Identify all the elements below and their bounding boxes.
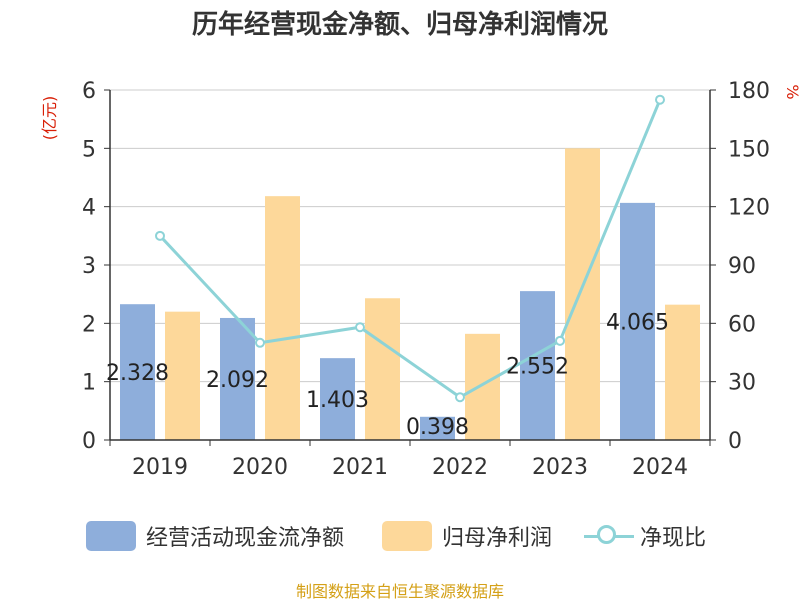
x-tick-label: 2019 — [132, 455, 188, 480]
legend-label-cash-flow: 经营活动现金流净额 — [146, 526, 345, 551]
legend-item-cash-flow[interactable]: 经营活动现金流净额 — [86, 514, 344, 558]
y-left-tick-label: 2 — [82, 312, 96, 337]
data-label-cash-flow: 0.398 — [406, 415, 469, 440]
y-left-axis-unit: (亿元) — [40, 96, 59, 141]
bar-cash-flow — [520, 291, 555, 440]
x-tick-label: 2021 — [332, 455, 388, 480]
legend-item-ratio[interactable]: 净现比 — [584, 514, 706, 558]
source-note: 制图数据来自恒生聚源数据库 — [295, 582, 504, 601]
data-label-cash-flow: 2.092 — [206, 368, 269, 393]
legend-swatch-cash-flow — [86, 521, 136, 551]
bar-net-profit — [365, 298, 400, 440]
chart-title: 历年经营现金净额、归母净利润情况 — [191, 10, 608, 40]
legend-item-net-profit[interactable]: 归母净利润 — [382, 514, 552, 558]
bar-cash-flow — [220, 317, 255, 440]
bar-net-profit — [465, 333, 500, 440]
y-right-tick-label: 60 — [728, 312, 756, 337]
bar-cash-flow — [320, 358, 355, 440]
y-left-tick-label: 4 — [82, 196, 96, 221]
y-right-tick-label: 150 — [728, 137, 770, 162]
y-left-tick-label: 1 — [82, 371, 96, 396]
bar-cash-flow — [120, 304, 155, 440]
x-tick-label: 2023 — [532, 455, 588, 480]
legend-label-net-profit: 归母净利润 — [442, 526, 553, 551]
legend: 经营活动现金流净额 归母净利润 净现比 — [0, 514, 800, 558]
y-right-tick-label: 90 — [728, 254, 756, 279]
y-right-tick-label: 30 — [728, 371, 756, 396]
x-tick-label: 2024 — [632, 455, 688, 480]
y-left-tick-label: 6 — [82, 79, 96, 104]
legend-label-ratio: 净现比 — [640, 526, 707, 551]
data-label-cash-flow: 1.403 — [306, 388, 369, 413]
data-label-cash-flow: 4.065 — [606, 310, 669, 335]
x-tick-label: 2020 — [232, 455, 288, 480]
point-ratio — [655, 94, 665, 105]
bar-net-profit — [265, 196, 300, 440]
legend-swatch-ratio — [584, 521, 634, 551]
point-ratio — [455, 392, 465, 403]
y-right-tick-label: 0 — [728, 429, 742, 454]
point-ratio — [355, 322, 365, 333]
bar-cash-flow — [420, 416, 455, 440]
data-label-cash-flow: 2.552 — [506, 355, 569, 380]
bar-net-profit — [665, 304, 700, 440]
x-tick-label: 2022 — [432, 455, 488, 480]
y-right-tick-label: 180 — [728, 79, 770, 104]
y-right-axis-unit: % — [783, 84, 800, 99]
line-ratio — [158, 99, 662, 399]
y-right-tick-label: 120 — [728, 196, 770, 221]
y-left-tick-label: 0 — [82, 429, 96, 454]
y-left-tick-label: 5 — [82, 137, 96, 162]
bar-cash-flow — [620, 202, 655, 440]
point-ratio — [155, 230, 165, 241]
point-ratio — [255, 337, 265, 348]
point-ratio — [555, 335, 565, 346]
data-label-cash-flow: 2.328 — [106, 361, 169, 386]
bar-net-profit — [165, 311, 200, 440]
bar-net-profit — [565, 148, 600, 441]
legend-swatch-net-profit — [382, 521, 432, 551]
y-left-tick-label: 3 — [82, 254, 96, 279]
